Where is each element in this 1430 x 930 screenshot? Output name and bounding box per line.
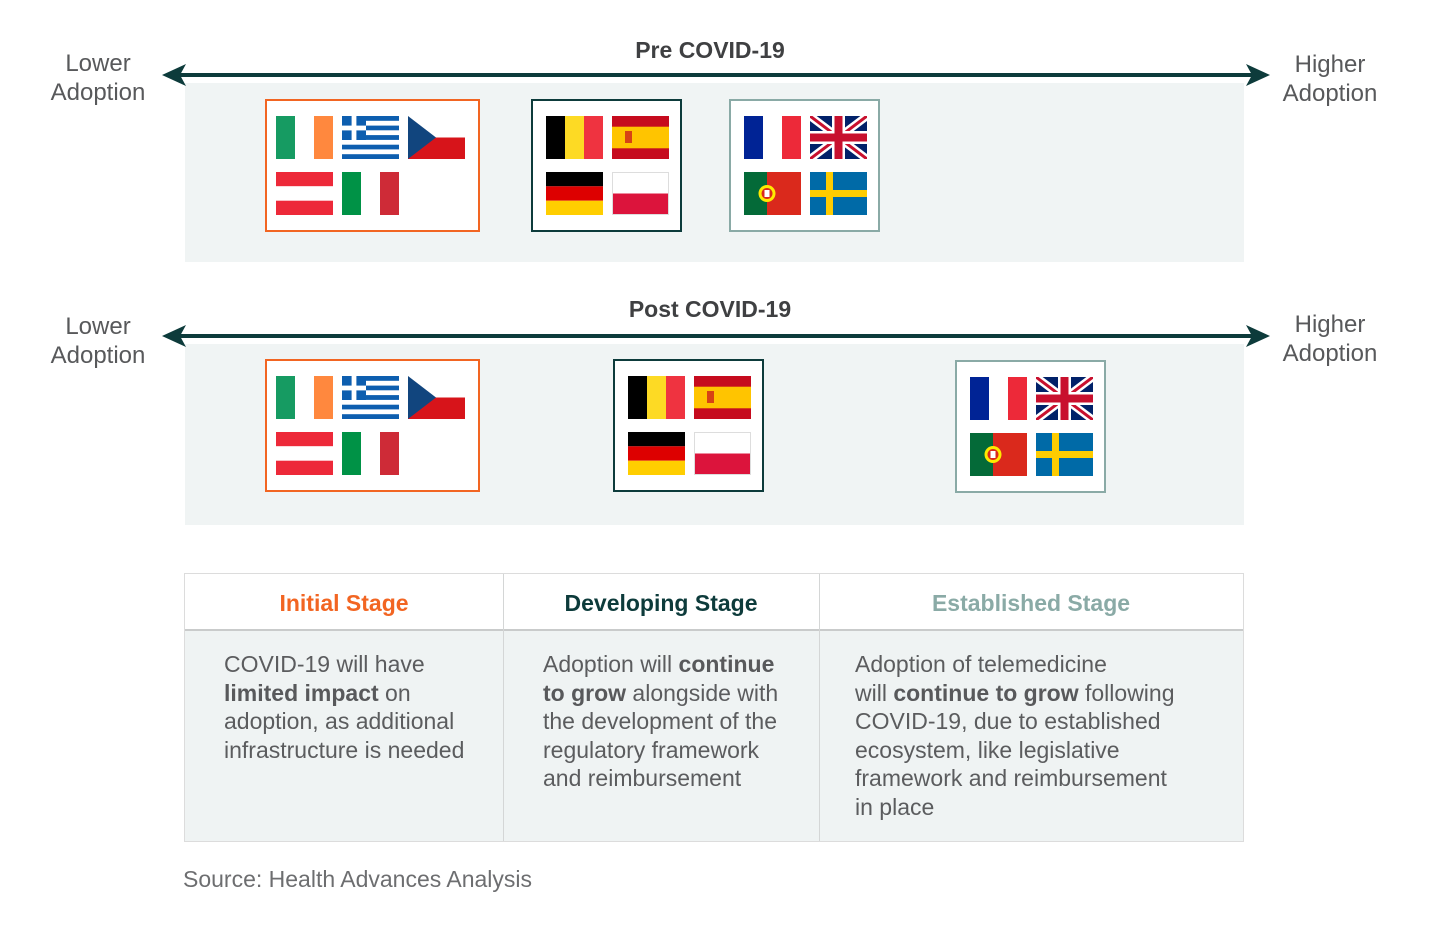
source-note: Source: Health Advances Analysis [183,866,533,892]
pre-covid-adoption-arrow [160,62,1272,88]
italy-flag [342,432,399,475]
greece-flag [342,376,399,419]
pre-developing-stage-group [531,99,682,232]
pre-covid-title: Pre COVID-19 [635,37,785,63]
stage-legend-table: Initial Stage Developing Stage Establish… [184,573,1244,842]
column-divider [503,574,504,841]
france-flag [970,377,1027,420]
spain-flag [612,116,669,159]
belgium-flag [628,376,685,419]
poland-flag [694,432,751,475]
ireland-flag [276,116,333,159]
spain-flag [694,376,751,419]
czech-republic-flag [408,376,465,419]
post-covid-title: Post COVID-19 [628,296,792,322]
germany-flag [628,432,685,475]
france-flag [744,116,801,159]
higher-adoption-label: Higher Adoption [1282,51,1378,107]
established-stage-description: Adoption of telemedicine will continue t… [855,651,1175,820]
belgium-flag [546,116,603,159]
higher-adoption-label: Higher Adoption [1282,311,1378,367]
portugal-flag [970,433,1027,476]
portugal-flag [744,172,801,215]
developing-stage-description: Adoption will continue to grow alongside… [543,651,779,792]
sweden-flag [1036,433,1093,476]
poland-flag [612,172,669,215]
post-initial-stage-group [265,359,480,492]
post-developing-stage-group [613,359,764,492]
sweden-flag [810,172,867,215]
column-divider [819,574,820,841]
post-covid-adoption-arrow [160,323,1272,349]
italy-flag [342,172,399,215]
greece-flag [342,116,399,159]
united-kingdom-flag [810,116,867,159]
pre-initial-stage-group [265,99,480,232]
czech-republic-flag [408,116,465,159]
united-kingdom-flag [1036,377,1093,420]
germany-flag [546,172,603,215]
lower-adoption-label: Lower Adoption [50,50,146,106]
established-stage-header: Established Stage [931,590,1131,616]
pre-established-stage-group [729,99,880,232]
austria-flag [276,432,333,475]
initial-stage-header: Initial Stage [279,590,409,616]
stage-legend-header: Initial Stage Developing Stage Establish… [185,574,1243,631]
lower-adoption-label: Lower Adoption [50,313,146,369]
initial-stage-description: COVID-19 will have limited impact on ado… [224,651,465,763]
post-established-stage-group [955,360,1106,493]
austria-flag [276,172,333,215]
ireland-flag [276,376,333,419]
developing-stage-header: Developing Stage [564,590,758,616]
